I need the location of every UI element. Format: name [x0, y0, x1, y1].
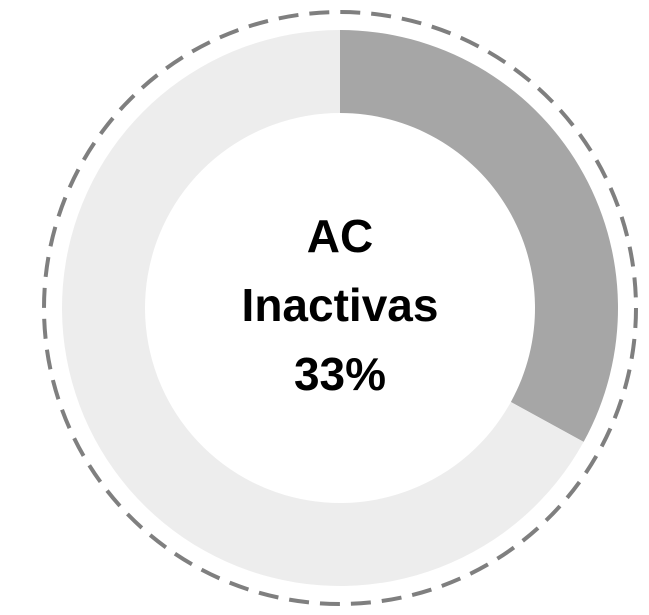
donut-segment [61, 30, 584, 586]
dashed-border [42, 10, 638, 606]
value-label: 33% [294, 348, 386, 400]
donut-segment [340, 30, 618, 442]
center-label: AC [307, 210, 373, 262]
center-label: Inactivas [242, 279, 439, 331]
